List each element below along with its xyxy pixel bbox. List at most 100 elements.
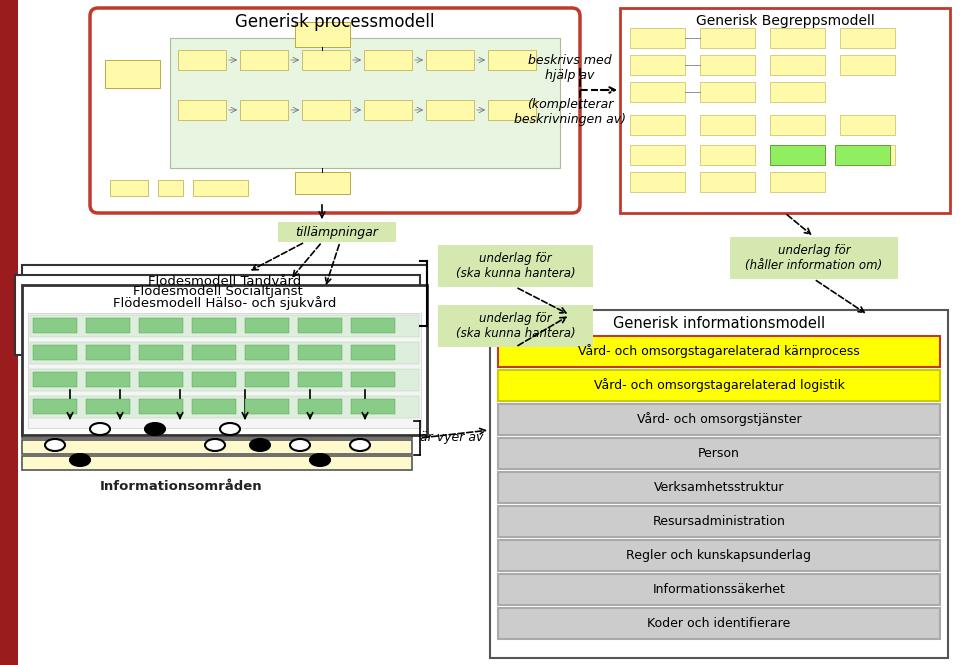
Bar — [295, 172, 350, 194]
Bar — [110, 180, 148, 196]
Text: Vård- och omsorgstagarelaterad logistik: Vård- och omsorgstagarelaterad logistik — [593, 378, 845, 392]
Bar — [770, 145, 825, 165]
Bar — [193, 180, 248, 196]
Bar — [730, 237, 898, 279]
Text: underlag för
(ska kunna hantera): underlag för (ska kunna hantera) — [456, 252, 575, 280]
Bar — [302, 100, 350, 120]
Bar — [22, 420, 412, 438]
Bar — [351, 372, 395, 387]
Bar — [30, 369, 419, 391]
Bar — [86, 399, 130, 414]
Ellipse shape — [205, 439, 225, 451]
Bar — [295, 22, 350, 47]
Ellipse shape — [70, 454, 90, 466]
Bar — [426, 100, 474, 120]
Bar — [498, 438, 940, 469]
Ellipse shape — [310, 454, 330, 466]
Bar — [170, 38, 560, 168]
Text: Flödesmodell Socialtjänst: Flödesmodell Socialtjänst — [132, 285, 302, 298]
Bar — [33, 345, 77, 360]
Bar — [488, 50, 536, 70]
Bar — [22, 265, 427, 345]
Bar — [770, 28, 825, 48]
Text: Person: Person — [698, 447, 740, 460]
Bar — [840, 55, 895, 75]
Bar — [700, 145, 755, 165]
Bar — [490, 310, 948, 658]
Bar — [498, 506, 940, 537]
Bar — [630, 145, 685, 165]
Ellipse shape — [250, 439, 270, 451]
Text: Vård- och omsorgstagarelaterad kärnprocess: Vård- och omsorgstagarelaterad kärnproce… — [578, 344, 860, 358]
Bar — [22, 456, 412, 470]
Text: Flödesmodell Tandvård: Flödesmodell Tandvård — [148, 275, 301, 288]
Text: beskrivs med
hjälp av: beskrivs med hjälp av — [528, 54, 612, 82]
Bar — [630, 115, 685, 135]
Bar — [351, 399, 395, 414]
Bar — [298, 345, 342, 360]
Bar — [22, 440, 412, 454]
Bar — [192, 318, 236, 333]
Bar — [770, 82, 825, 102]
Bar — [498, 404, 940, 435]
Bar — [351, 345, 395, 360]
Bar — [192, 345, 236, 360]
Bar — [630, 28, 685, 48]
Bar — [770, 115, 825, 135]
Bar — [498, 574, 940, 605]
Bar — [240, 50, 288, 70]
Bar — [298, 372, 342, 387]
Text: underlag för
(håller information om): underlag för (håller information om) — [745, 244, 882, 272]
Bar — [139, 318, 183, 333]
Bar — [30, 315, 419, 337]
Bar — [105, 60, 160, 88]
Bar — [245, 318, 289, 333]
Text: Generisk processmodell: Generisk processmodell — [235, 13, 435, 31]
Ellipse shape — [145, 423, 165, 435]
Bar — [30, 342, 419, 364]
Text: Generisk informationsmodell: Generisk informationsmodell — [612, 315, 825, 331]
Bar — [630, 55, 685, 75]
Text: Verksamhetsstruktur: Verksamhetsstruktur — [654, 481, 784, 494]
Bar — [245, 372, 289, 387]
Bar — [630, 172, 685, 192]
Bar — [0, 0, 18, 665]
Bar — [620, 8, 950, 213]
Bar — [302, 50, 350, 70]
Bar — [700, 28, 755, 48]
Text: Generisk Begreppsmodell: Generisk Begreppsmodell — [696, 14, 875, 28]
Bar — [298, 399, 342, 414]
Text: Informationsområden: Informationsområden — [100, 480, 263, 493]
Bar — [158, 180, 183, 196]
Bar — [364, 50, 412, 70]
Bar — [28, 313, 421, 428]
Bar — [178, 50, 226, 70]
Bar — [22, 285, 427, 435]
Bar — [700, 115, 755, 135]
Bar — [498, 472, 940, 503]
Bar — [840, 28, 895, 48]
Text: (kompletterar
beskrivningen av): (kompletterar beskrivningen av) — [514, 98, 626, 126]
Bar — [630, 82, 685, 102]
Text: Informationssäkerhet: Informationssäkerhet — [653, 583, 785, 596]
Bar — [192, 372, 236, 387]
Bar — [351, 318, 395, 333]
Bar — [835, 145, 890, 165]
Bar — [438, 305, 593, 347]
Bar — [364, 100, 412, 120]
Bar — [86, 345, 130, 360]
Text: Koder och identifierare: Koder och identifierare — [647, 617, 791, 630]
Bar — [139, 372, 183, 387]
Bar — [15, 275, 420, 355]
Bar — [700, 55, 755, 75]
Bar — [139, 399, 183, 414]
Bar — [426, 50, 474, 70]
Bar — [33, 372, 77, 387]
Ellipse shape — [290, 439, 310, 451]
Text: Vård- och omsorgstjänster: Vård- och omsorgstjänster — [636, 412, 802, 426]
Text: underlag för
(ska kunna hantera): underlag för (ska kunna hantera) — [456, 312, 575, 340]
Bar — [139, 345, 183, 360]
Bar — [86, 318, 130, 333]
Bar — [298, 318, 342, 333]
Bar — [770, 172, 825, 192]
